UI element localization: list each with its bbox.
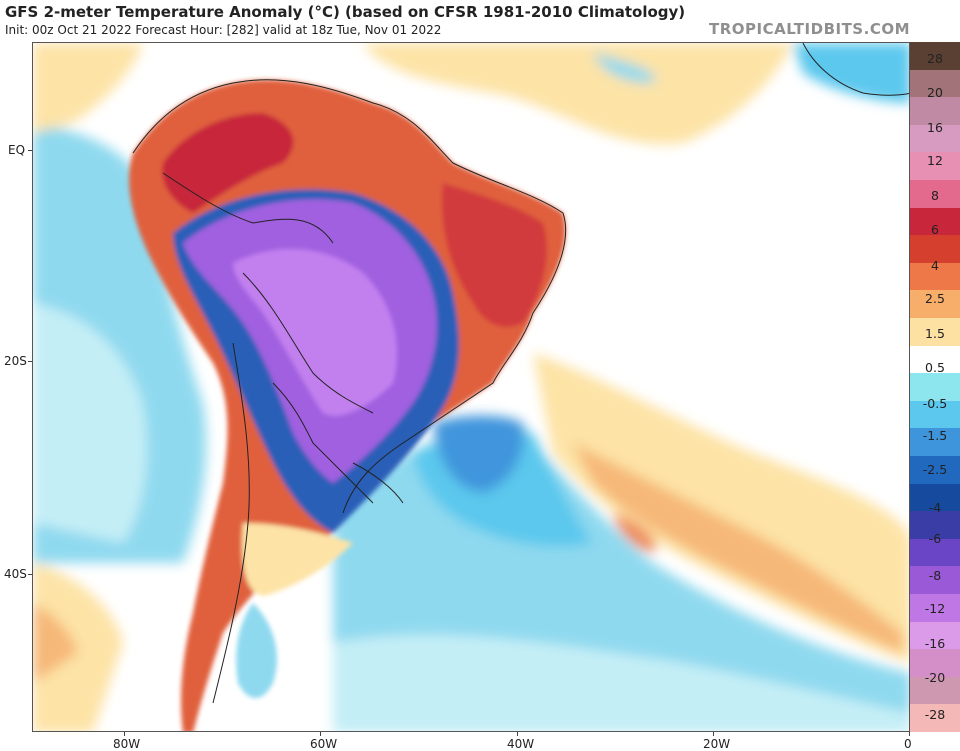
atlantic-deep-cool: [433, 415, 524, 493]
colorbar-label: -2.5: [922, 462, 948, 477]
border-line: [212, 342, 250, 704]
colorbar-swatch: [910, 345, 960, 374]
lon-tick: [320, 732, 321, 736]
colorbar-swatch: [910, 97, 960, 126]
colorbar-label: 20: [927, 85, 943, 100]
lon-label-0: 0: [904, 737, 912, 751]
colorbar-swatch: [910, 262, 960, 291]
colorbar-label: -28: [924, 707, 946, 722]
pacific-warm-region: [33, 43, 143, 133]
lat-label-eq: EQ: [8, 143, 26, 157]
south-pacific-warm-region: [33, 563, 123, 731]
colorbar-swatch: [910, 566, 960, 595]
border-line: [132, 79, 567, 514]
colorbar-swatch: [910, 704, 960, 733]
colorbar-label: -1.5: [922, 428, 948, 443]
colorbar-swatch: [910, 428, 960, 457]
colorbar-swatch: [910, 124, 960, 153]
colorbar-label: 6: [931, 222, 939, 237]
colorbar-swatch: [910, 676, 960, 705]
colorbar-swatch: [910, 621, 960, 650]
colorbar-swatch: [910, 42, 960, 71]
brand-watermark: TROPICALTIDBITS.COM: [709, 20, 910, 38]
colorbar-swatch: [910, 235, 960, 264]
colorbar-swatch: [910, 373, 960, 402]
atlantic-hot-patch: [613, 513, 656, 553]
lat-label-20s: 20S: [4, 354, 27, 368]
atlantic-warm-south: [573, 443, 903, 653]
colorbar-swatch: [910, 318, 960, 347]
colorbar-label: 4: [931, 258, 939, 273]
lon-label-60w: 60W: [310, 737, 338, 751]
colorbar-swatch: [910, 483, 960, 512]
patagonia-warm: [242, 523, 353, 596]
colorbar-swatch: [910, 290, 960, 319]
colorbar-label: 0.5: [925, 360, 945, 375]
lat-tick: [28, 574, 32, 575]
colorbar-label: 2.5: [925, 291, 945, 306]
colorbar: 28 20 16 12 8 6 4 2.5 1.5 0.5 -0.5 -1.5 -2.5 -4 -6 -8 -1…: [910, 42, 960, 733]
colorbar-label: -4: [928, 500, 942, 515]
lon-tick: [517, 732, 518, 736]
lon-tick: [713, 732, 714, 736]
colorbar-swatch: [910, 594, 960, 623]
lat-tick: [28, 361, 32, 362]
colorbar-swatch: [910, 538, 960, 567]
lon-label-80w: 80W: [113, 737, 141, 751]
patagonia-cool: [236, 603, 277, 698]
lat-tick: [28, 150, 32, 151]
colorbar-label: -0.5: [922, 396, 948, 411]
colorbar-swatch: [910, 152, 960, 181]
lon-tick: [124, 732, 125, 736]
colorbar-swatch: [910, 180, 960, 209]
colorbar-label: -8: [928, 568, 942, 583]
border-line: [242, 272, 374, 414]
colorbar-label: 12: [927, 153, 943, 168]
atlantic-warm-north: [363, 43, 793, 145]
colorbar-swatch: [910, 456, 960, 485]
colorbar-swatch: [910, 400, 960, 429]
south-pacific-warm-region: [33, 603, 78, 683]
africa-cool-corner: [793, 43, 909, 103]
colorbar-swatch: [910, 69, 960, 98]
continent-hot-ne: [442, 183, 547, 327]
colorbar-label: 1.5: [925, 326, 945, 341]
border-line: [162, 172, 334, 244]
border-line: [352, 462, 404, 504]
anomaly-map: [32, 42, 910, 732]
lon-label-40w: 40W: [507, 737, 535, 751]
country-borders: [132, 79, 567, 704]
lat-label-40s: 40S: [4, 567, 27, 581]
colorbar-label: 28: [927, 51, 943, 66]
colorbar-swatch: [910, 649, 960, 678]
southern-light-cool: [333, 634, 909, 731]
colorbar-label: -6: [928, 531, 942, 546]
africa-coast: [802, 43, 909, 96]
chart-title: GFS 2-meter Temperature Anomaly (°C) (ba…: [5, 3, 686, 21]
colorbar-swatch: [910, 207, 960, 236]
lon-tick: [909, 732, 910, 736]
pacific-cool-region: [33, 303, 147, 543]
continent-hot: [162, 113, 294, 213]
colorbar-label: -16: [924, 636, 946, 651]
colorbar-label: 16: [927, 120, 943, 135]
colorbar-label: 8: [931, 188, 939, 203]
colorbar-label: -20: [924, 670, 946, 685]
border-line: [272, 382, 374, 504]
colorbar-swatch: [910, 511, 960, 540]
atlantic-cool-north: [593, 53, 655, 83]
lon-label-20w: 20W: [703, 737, 731, 751]
cold-anomaly-peak: [233, 249, 397, 416]
forecast-info: Init: 00z Oct 21 2022 Forecast Hour: [28…: [5, 23, 442, 37]
map-canvas: [33, 43, 909, 731]
colorbar-label: -12: [924, 601, 946, 616]
